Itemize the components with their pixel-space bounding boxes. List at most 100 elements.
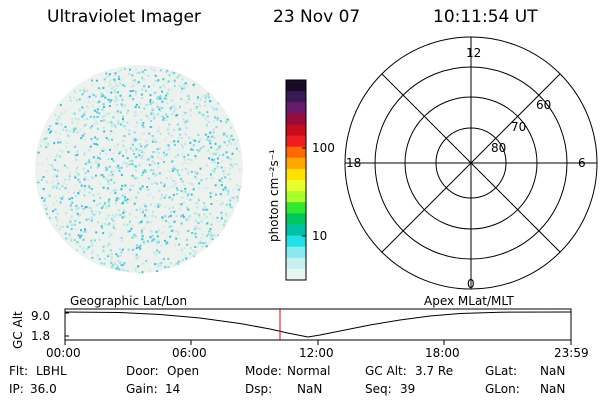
globe-speckle (126, 157, 129, 160)
globe-speckle (235, 147, 238, 150)
globe-speckle (158, 141, 161, 144)
globe-speckle (114, 192, 117, 195)
dsp-value: NaN (297, 382, 323, 396)
colorbar-segment (286, 191, 306, 203)
globe-speckle (163, 85, 166, 88)
globe-speckle (119, 151, 122, 154)
y-tick-label-low: 1.8 (31, 329, 51, 343)
globe-speckle (74, 117, 77, 120)
globe-speckle (207, 233, 210, 236)
globe-speckle (181, 180, 184, 183)
polar-diagonal-2 (381, 73, 561, 253)
globe-speckle (214, 116, 217, 119)
globe-speckle (217, 135, 220, 138)
globe-speckle (180, 144, 183, 146)
globe-speckle (157, 265, 160, 268)
globe-speckle (116, 197, 119, 200)
globe-speckle (133, 233, 136, 236)
globe-speckle (205, 245, 208, 248)
globe-speckle (166, 115, 169, 118)
globe-speckle (166, 69, 169, 72)
globe-speckle (203, 186, 206, 189)
globe-speckle (156, 249, 158, 252)
globe-speckle (210, 202, 213, 205)
globe-speckle (165, 242, 168, 245)
globe-speckle (168, 123, 171, 126)
globe-speckle (68, 130, 71, 133)
colorbar-segment (286, 102, 306, 114)
globe-speckle (96, 254, 99, 257)
globe-speckle (211, 158, 213, 161)
globe-speckle (190, 146, 193, 149)
globe-speckle (180, 222, 183, 225)
globe-speckle (171, 112, 174, 115)
globe-speckle (116, 259, 119, 262)
globe-speckle (56, 212, 59, 215)
globe-speckle (74, 194, 77, 197)
globe-speckle (112, 226, 115, 229)
globe-speckle (201, 233, 204, 236)
globe-speckle (116, 266, 119, 269)
globe-speckle (111, 122, 114, 125)
globe-speckle (184, 190, 187, 193)
globe-speckle (145, 163, 148, 165)
globe-speckle (180, 215, 183, 218)
globe-speckle (83, 167, 86, 170)
globe-speckle (108, 105, 111, 108)
globe-speckle (211, 227, 213, 230)
globe-speckle (149, 236, 152, 239)
door-value: Open (167, 364, 200, 378)
globe-speckle (110, 121, 113, 124)
globe-speckle (85, 218, 88, 221)
globe-speckle (169, 107, 172, 110)
globe-speckle (135, 148, 138, 151)
globe-speckle (42, 176, 45, 178)
globe-speckle (209, 212, 212, 215)
globe-speckle (162, 215, 165, 218)
globe-speckle (107, 121, 110, 124)
globe-speckle (153, 84, 156, 87)
globe-speckle (157, 79, 160, 82)
globe-speckle (167, 241, 170, 244)
globe-speckle (136, 244, 138, 247)
globe-speckle (126, 224, 129, 226)
globe-speckle (83, 118, 86, 121)
globe-speckle (45, 130, 48, 133)
globe-speckle (206, 138, 209, 141)
globe-speckle (166, 128, 169, 131)
globe-speckle (51, 164, 54, 167)
globe-speckle (189, 252, 192, 255)
globe-speckle (167, 144, 170, 147)
globe-speckle (54, 196, 57, 199)
globe-speckle (205, 124, 208, 127)
globe-speckle (110, 178, 113, 181)
globe-speckle (83, 88, 85, 91)
globe-speckle (150, 230, 153, 233)
globe-speckle (167, 257, 170, 260)
globe-speckle (128, 129, 131, 132)
globe-speckle (80, 137, 83, 140)
globe-speckle (122, 268, 124, 271)
globe-speckle (231, 206, 234, 209)
globe-speckle (123, 199, 126, 202)
globe-speckle (132, 79, 135, 82)
globe-speckle (76, 131, 79, 134)
globe-speckle (141, 238, 144, 241)
globe-speckle (83, 188, 86, 191)
globe-speckle (199, 147, 202, 150)
globe-speckle (77, 173, 80, 176)
globe-speckle (110, 87, 113, 90)
globe-speckle (220, 166, 223, 169)
globe-speckle (171, 88, 173, 91)
globe-speckle (106, 245, 108, 248)
globe-speckle (196, 149, 199, 151)
globe-speckle (214, 142, 217, 145)
lat-label-70: 70 (511, 120, 527, 134)
globe-speckle (141, 97, 144, 99)
globe-speckle (111, 125, 114, 128)
globe-speckle (141, 153, 144, 156)
globe-speckle (126, 112, 129, 115)
globe-speckle (74, 176, 77, 179)
y-tick-label-high: 9.0 (31, 309, 51, 323)
globe-speckle (182, 216, 185, 219)
